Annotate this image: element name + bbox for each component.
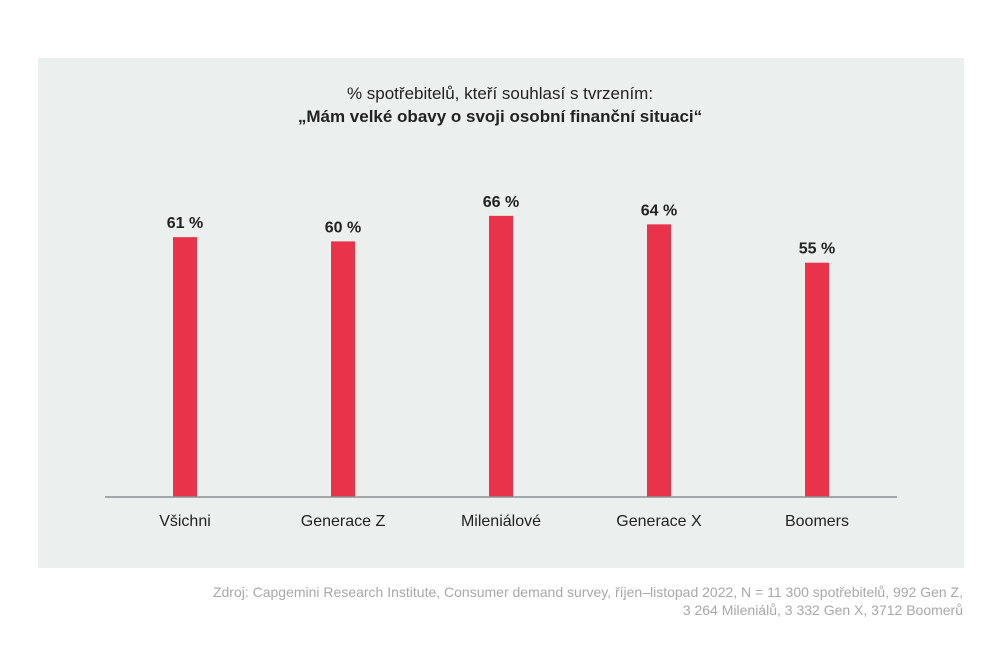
category-label-2: Mileniálové xyxy=(461,513,541,530)
chart-subtitle: „Mám velké obavy o svoji osobní finanční… xyxy=(297,107,703,126)
bar-1 xyxy=(331,241,355,497)
category-label-0: Všichni xyxy=(159,513,211,530)
source-line-1: Zdroj: Capgemini Research Institute, Con… xyxy=(212,584,963,600)
bar-4 xyxy=(805,262,829,497)
chart-title: % spotřebitelů, kteří souhlasí s tvrzení… xyxy=(346,84,654,103)
source-note: Zdroj: Capgemini Research Institute, Con… xyxy=(63,583,963,619)
value-label-3: 64 % xyxy=(641,202,677,219)
value-label-4: 55 % xyxy=(799,241,835,258)
bar-3 xyxy=(647,224,671,498)
category-label-4: Boomers xyxy=(785,513,849,530)
category-label-1: Generace Z xyxy=(301,513,386,530)
value-label-2: 66 % xyxy=(483,194,519,211)
bar-2 xyxy=(489,215,513,497)
value-label-0: 61 % xyxy=(167,215,203,232)
value-label-1: 60 % xyxy=(325,219,361,236)
source-line-2: 3 264 Mileniálů, 3 332 Gen X, 3712 Boome… xyxy=(682,602,963,618)
category-label-3: Generace X xyxy=(616,513,702,530)
bar-0 xyxy=(173,237,197,497)
